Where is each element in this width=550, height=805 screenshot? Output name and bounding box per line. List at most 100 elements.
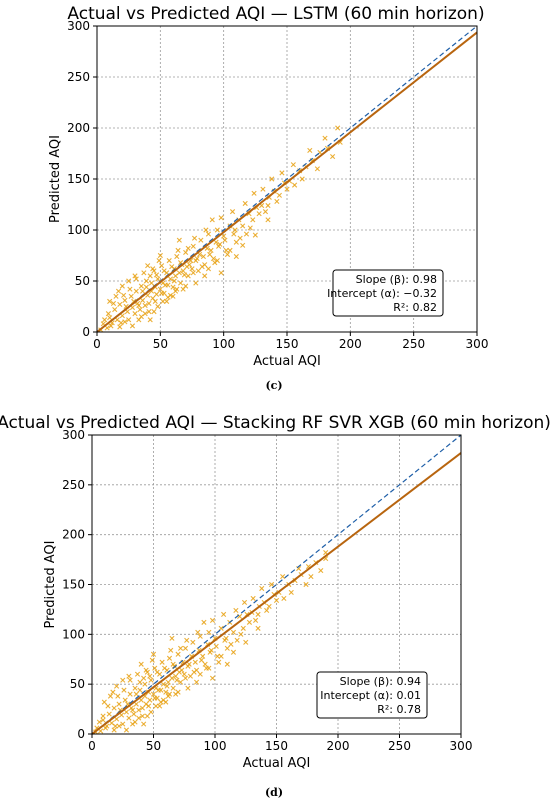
data-point (155, 303, 161, 310)
data-point-stroke (152, 695, 158, 701)
data-point-stroke (242, 200, 248, 207)
data-point (137, 679, 143, 685)
data-point (173, 673, 179, 679)
data-point-stroke (218, 270, 224, 276)
data-point (290, 162, 296, 168)
data-point-stroke (132, 273, 138, 279)
data-point-stroke (197, 671, 203, 677)
data-point (240, 625, 246, 631)
data-point (121, 687, 127, 693)
data-point-stroke (119, 313, 125, 319)
data-point-stroke (182, 675, 189, 681)
data-point (101, 699, 107, 705)
data-point (250, 217, 256, 223)
data-point-stroke (132, 311, 138, 317)
data-point-stroke (337, 139, 343, 145)
data-point-stroke (149, 657, 155, 663)
data-point-stroke (148, 709, 154, 715)
data-point (203, 665, 209, 671)
data-point-stroke (153, 272, 160, 278)
data-point (189, 266, 195, 272)
data-point (184, 637, 190, 643)
data-point-stroke (307, 147, 313, 154)
data-point-stroke (209, 675, 216, 681)
fit-line (96, 31, 478, 333)
data-point-stroke (146, 309, 152, 315)
data-point-stroke (133, 288, 139, 294)
data-point-stroke (322, 135, 328, 141)
x-tick-label: 150 (276, 337, 299, 351)
data-point (126, 715, 132, 721)
data-point-stroke (305, 563, 312, 570)
data-point (107, 298, 113, 304)
y-tick-label: 300 (67, 19, 90, 33)
data-point (163, 689, 169, 695)
data-point-stroke (100, 717, 106, 723)
data-point (259, 585, 265, 592)
data-point-stroke (169, 675, 175, 681)
data-point (253, 617, 259, 623)
data-point-stroke (330, 153, 336, 160)
data-point (117, 301, 123, 308)
data-point (168, 647, 174, 653)
data-point-stroke (164, 298, 170, 304)
data-point-stroke (221, 611, 227, 617)
data-point (157, 286, 163, 292)
data-point-stroke (209, 617, 216, 623)
data-point (144, 713, 150, 719)
data-point (133, 691, 139, 697)
data-point-stroke (123, 709, 130, 715)
data-point-stroke (121, 292, 127, 298)
data-point-stroke (210, 255, 217, 262)
data-point (176, 270, 182, 276)
data-point (133, 276, 139, 282)
data-point (138, 283, 144, 289)
stats-line: R²: 0.78 (377, 703, 421, 716)
data-point-stroke (251, 190, 257, 196)
data-point-stroke (130, 721, 136, 727)
data-point (122, 697, 128, 703)
x-tick-label: 100 (212, 337, 235, 351)
data-point (148, 709, 154, 715)
data-point-stroke (108, 323, 114, 329)
data-point (193, 679, 200, 685)
data-point-stroke (195, 629, 201, 635)
data-point-stroke (127, 677, 133, 683)
data-point-stroke (202, 273, 208, 279)
data-point (262, 209, 269, 215)
data-point-stroke (155, 276, 161, 282)
data-point (237, 235, 243, 241)
data-point (116, 701, 122, 707)
data-point-stroke (269, 176, 275, 182)
data-point-stroke (200, 253, 206, 260)
data-point (181, 671, 187, 677)
data-point (138, 661, 144, 667)
data-point-stroke (233, 607, 239, 614)
data-point (175, 651, 181, 657)
data-point (141, 270, 147, 276)
data-point-stroke (102, 725, 109, 731)
data-point-stroke (124, 309, 130, 315)
x-tick-label: 100 (204, 739, 227, 753)
data-point-stroke (131, 711, 137, 717)
data-point-stroke (185, 273, 191, 279)
data-point-stroke (114, 317, 120, 323)
data-point (193, 280, 199, 286)
data-point (96, 719, 102, 725)
data-point-stroke (169, 264, 175, 270)
data-point-stroke (118, 712, 125, 718)
data-point (209, 675, 216, 681)
data-point-stroke (145, 263, 151, 269)
data-point (141, 675, 147, 681)
data-point-stroke (284, 186, 290, 192)
y-tick-label: 250 (62, 478, 85, 492)
figure-caption: (c) (265, 379, 282, 392)
data-point (161, 665, 168, 671)
data-point (214, 227, 220, 233)
data-point-stroke (253, 617, 259, 623)
data-point-stroke (170, 293, 176, 299)
data-point-stroke (196, 647, 202, 653)
data-point-stroke (185, 685, 191, 691)
data-point (159, 263, 165, 269)
data-point-stroke (186, 661, 192, 667)
